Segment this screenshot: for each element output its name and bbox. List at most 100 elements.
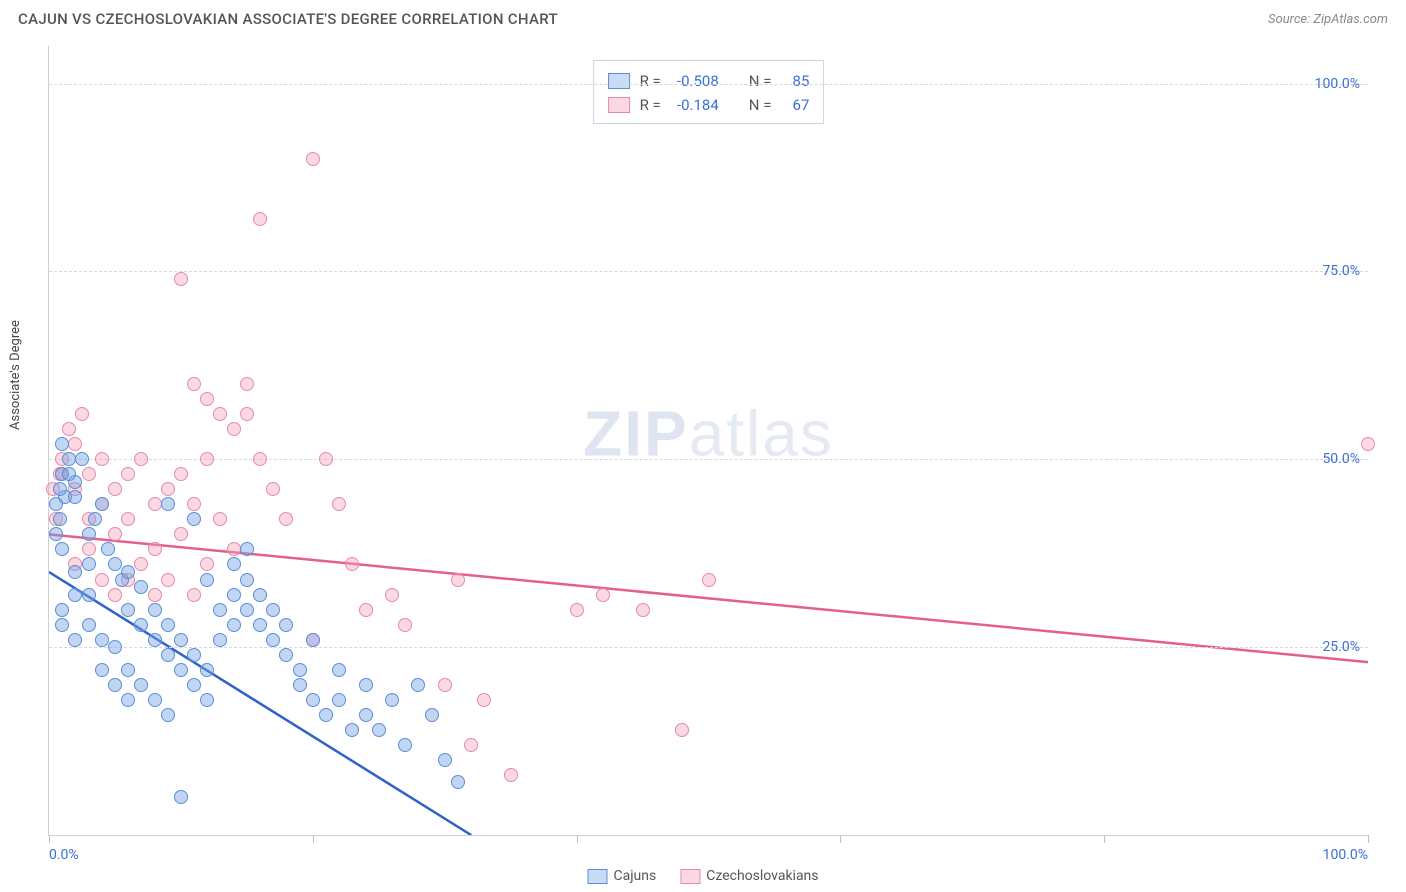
legend-n-label: N =	[749, 69, 772, 93]
series-legend-item: Cajuns	[587, 868, 656, 884]
y-axis-label: Associate's Degree	[8, 320, 23, 430]
data-point	[213, 512, 227, 526]
data-point	[293, 678, 307, 692]
data-point	[68, 633, 82, 647]
chart-title: CAJUN VS CZECHOSLOVAKIAN ASSOCIATE'S DEG…	[18, 10, 558, 28]
data-point	[359, 603, 373, 617]
data-point	[174, 663, 188, 677]
data-point	[240, 573, 254, 587]
data-point	[68, 490, 82, 504]
data-point	[101, 542, 115, 556]
data-point	[49, 527, 63, 541]
data-point	[82, 588, 96, 602]
series-label: Czechoslovakians	[706, 868, 818, 884]
data-point	[200, 573, 214, 587]
data-point	[121, 565, 135, 579]
source-label: Source: ZipAtlas.com	[1268, 12, 1388, 27]
data-point	[108, 482, 122, 496]
data-point	[148, 497, 162, 511]
legend-swatch-blue	[587, 869, 607, 884]
data-point	[187, 648, 201, 662]
data-point	[75, 407, 89, 421]
data-point	[161, 708, 175, 722]
data-point	[213, 633, 227, 647]
data-point	[675, 723, 689, 737]
data-point	[148, 603, 162, 617]
data-point	[121, 693, 135, 707]
data-point	[55, 437, 69, 451]
data-point	[411, 678, 425, 692]
x-tick	[840, 835, 841, 843]
data-point	[134, 557, 148, 571]
data-point	[108, 527, 122, 541]
data-point	[68, 565, 82, 579]
series-legend-item: Czechoslovakians	[680, 868, 818, 884]
data-point	[359, 708, 373, 722]
data-point	[279, 648, 293, 662]
data-point	[319, 452, 333, 466]
data-point	[345, 723, 359, 737]
data-point	[385, 588, 399, 602]
gridline	[49, 459, 1368, 460]
data-point	[55, 603, 69, 617]
x-tick-label: 0.0%	[49, 847, 79, 863]
x-tick-label: 100.0%	[1323, 847, 1368, 863]
data-point	[82, 467, 96, 481]
data-point	[95, 633, 109, 647]
data-point	[88, 512, 102, 526]
data-point	[385, 693, 399, 707]
data-point	[174, 272, 188, 286]
legend-r-value: -0.508	[671, 69, 719, 93]
data-point	[504, 768, 518, 782]
data-point	[636, 603, 650, 617]
data-point	[253, 452, 267, 466]
data-point	[398, 738, 412, 752]
data-point	[200, 392, 214, 406]
trend-lines	[49, 46, 1368, 835]
data-point	[62, 422, 76, 436]
data-point	[68, 437, 82, 451]
data-point	[279, 618, 293, 632]
data-point	[134, 452, 148, 466]
data-point	[53, 482, 67, 496]
data-point	[332, 693, 346, 707]
data-point	[293, 663, 307, 677]
data-point	[227, 618, 241, 632]
data-point	[161, 573, 175, 587]
data-point	[95, 573, 109, 587]
data-point	[148, 633, 162, 647]
data-point	[75, 452, 89, 466]
stats-legend: R = -0.508 N = 85 R = -0.184 N = 67	[593, 60, 825, 124]
data-point	[68, 588, 82, 602]
data-point	[253, 212, 267, 226]
data-point	[398, 618, 412, 632]
data-point	[82, 557, 96, 571]
data-point	[451, 775, 465, 789]
data-point	[227, 542, 241, 556]
data-point	[306, 152, 320, 166]
x-tick	[577, 835, 578, 843]
data-point	[200, 557, 214, 571]
data-point	[148, 542, 162, 556]
data-point	[464, 738, 478, 752]
stats-legend-row: R = -0.184 N = 67	[608, 93, 810, 117]
data-point	[266, 482, 280, 496]
data-point	[438, 678, 452, 692]
data-point	[266, 633, 280, 647]
data-point	[82, 618, 96, 632]
data-point	[451, 573, 465, 587]
data-point	[200, 663, 214, 677]
data-point	[174, 527, 188, 541]
data-point	[477, 693, 491, 707]
x-tick	[49, 835, 50, 843]
data-point	[372, 723, 386, 737]
legend-r-label: R =	[640, 93, 661, 117]
data-point	[174, 633, 188, 647]
data-point	[108, 678, 122, 692]
data-point	[359, 678, 373, 692]
scatter-plot: ZIPatlas R = -0.508 N = 85 R = -0.184 N …	[48, 46, 1368, 836]
data-point	[345, 557, 359, 571]
data-point	[266, 603, 280, 617]
data-point	[108, 640, 122, 654]
data-point	[53, 512, 67, 526]
